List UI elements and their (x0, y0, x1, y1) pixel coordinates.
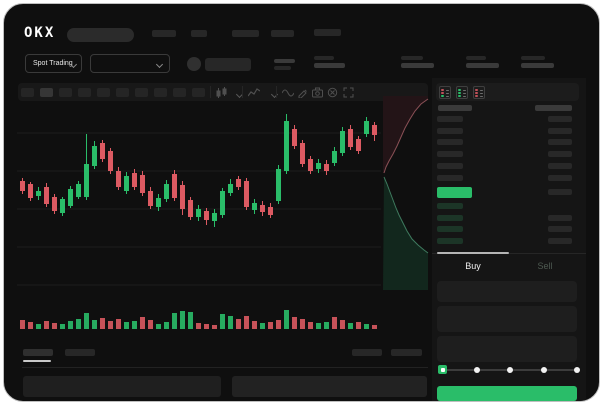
fullscreen-icon[interactable] (343, 87, 354, 98)
pair-name-placeholder (205, 58, 251, 71)
bottom-tab-1[interactable] (23, 349, 53, 356)
timeframe-button-9[interactable] (173, 88, 186, 97)
ask-row-amount[interactable] (548, 175, 572, 181)
ask-row-amount[interactable] (548, 128, 572, 134)
ask-row-price[interactable] (437, 116, 463, 122)
bid-row-amount[interactable] (548, 238, 572, 244)
toolbar-divider (242, 86, 243, 98)
camera-icon[interactable] (312, 87, 323, 98)
pair-selector-dropdown[interactable] (90, 54, 170, 73)
ask-row-amount[interactable] (548, 163, 572, 169)
orderbook-bids-icon[interactable] (456, 86, 468, 99)
amount-field[interactable] (437, 336, 577, 362)
bid-row-price[interactable] (437, 226, 463, 232)
nav-item-5[interactable] (314, 29, 341, 36)
buy-submit-button[interactable] (437, 386, 577, 401)
okx-logo: OKX (24, 25, 56, 41)
slider-handle-center (440, 367, 445, 372)
tab-sell[interactable]: Sell (537, 261, 553, 271)
search-input[interactable] (67, 28, 134, 42)
bottom-field-left[interactable] (23, 376, 221, 397)
bid-row-amount[interactable] (548, 226, 572, 232)
settings-icon[interactable] (327, 87, 338, 98)
last-price-badge[interactable] (437, 187, 472, 198)
token-avatar[interactable] (187, 57, 201, 71)
nav-item-3[interactable] (232, 30, 259, 37)
market-type-dropdown[interactable]: Spot Trading (25, 54, 82, 73)
indicators-icon[interactable] (248, 87, 260, 98)
candle-type-icon[interactable] (216, 87, 227, 99)
stat-label-2 (401, 56, 423, 60)
timeframe-button-5[interactable] (97, 88, 110, 97)
price-line-placeholder (274, 59, 295, 63)
nav-item-1[interactable] (152, 30, 176, 37)
slider-step-dot[interactable] (507, 367, 513, 373)
bottom-action-2[interactable] (391, 349, 422, 356)
ask-row-price[interactable] (437, 139, 463, 145)
slider-handle[interactable] (438, 365, 447, 374)
timeframe-button-4[interactable] (78, 88, 91, 97)
last-price-amount (548, 189, 572, 195)
bid-row-price[interactable] (437, 215, 463, 221)
timeframe-button-8[interactable] (154, 88, 167, 97)
tab-buy[interactable]: Buy (465, 261, 481, 271)
slider-step-dot[interactable] (474, 367, 480, 373)
chart-area[interactable] (18, 102, 384, 342)
orderbook-toolbar (436, 83, 579, 101)
market-type-label: Spot Trading (33, 60, 73, 67)
stat-label-4 (521, 56, 545, 60)
stat-value-2 (401, 63, 434, 68)
bottom-tab-2[interactable] (65, 349, 95, 356)
bottom-action-1[interactable] (352, 349, 382, 356)
tabs-divider (432, 253, 586, 254)
timeframe-button-2[interactable] (40, 88, 53, 97)
orderbook-header-price (438, 105, 472, 111)
ask-row-price[interactable] (437, 175, 463, 181)
ask-row-price[interactable] (437, 163, 463, 169)
bid-row-amount[interactable] (548, 215, 572, 221)
timeframe-button-7[interactable] (135, 88, 148, 97)
stat-label-3 (466, 56, 486, 60)
orderbook-header-amount (535, 105, 572, 111)
toolbar-divider (276, 86, 277, 98)
bid-row-price[interactable] (437, 238, 463, 244)
timeframe-button-6[interactable] (116, 88, 129, 97)
orderbook-split-icon[interactable] (439, 86, 451, 99)
price-subline-placeholder (274, 66, 291, 70)
app-window: OKX Spot Trading (3, 3, 600, 402)
timeframe-button-3[interactable] (59, 88, 72, 97)
stat-value-1 (314, 63, 345, 68)
order-type-field[interactable] (437, 281, 577, 302)
toolbar-divider (210, 86, 211, 98)
orderbook-asks-icon[interactable] (473, 86, 485, 99)
ask-row-amount[interactable] (548, 139, 572, 145)
timeframe-button-10[interactable] (192, 88, 205, 97)
stat-value-3 (466, 63, 499, 68)
ask-row-price[interactable] (437, 128, 463, 134)
draw-icon[interactable] (297, 87, 308, 98)
stat-value-4 (521, 63, 554, 68)
ask-row-price[interactable] (437, 151, 463, 157)
depth-chart (386, 99, 432, 293)
line-style-icon[interactable] (282, 89, 294, 97)
bid-row-price[interactable] (437, 203, 463, 209)
ask-row-amount[interactable] (548, 116, 572, 122)
slider-step-dot[interactable] (574, 367, 580, 373)
price-field[interactable] (437, 306, 577, 332)
slider-step-dot[interactable] (541, 367, 547, 373)
chevron-down-icon (155, 60, 164, 69)
bottom-field-right[interactable] (232, 376, 427, 397)
stat-label-1 (314, 56, 334, 60)
timeframe-button-1[interactable] (21, 88, 34, 97)
active-tab-indicator (437, 252, 509, 254)
ask-row-amount[interactable] (548, 151, 572, 157)
nav-item-2[interactable] (191, 30, 207, 37)
bottom-divider (22, 367, 428, 368)
bottom-tab-underline (23, 360, 51, 362)
nav-item-4[interactable] (271, 30, 294, 37)
